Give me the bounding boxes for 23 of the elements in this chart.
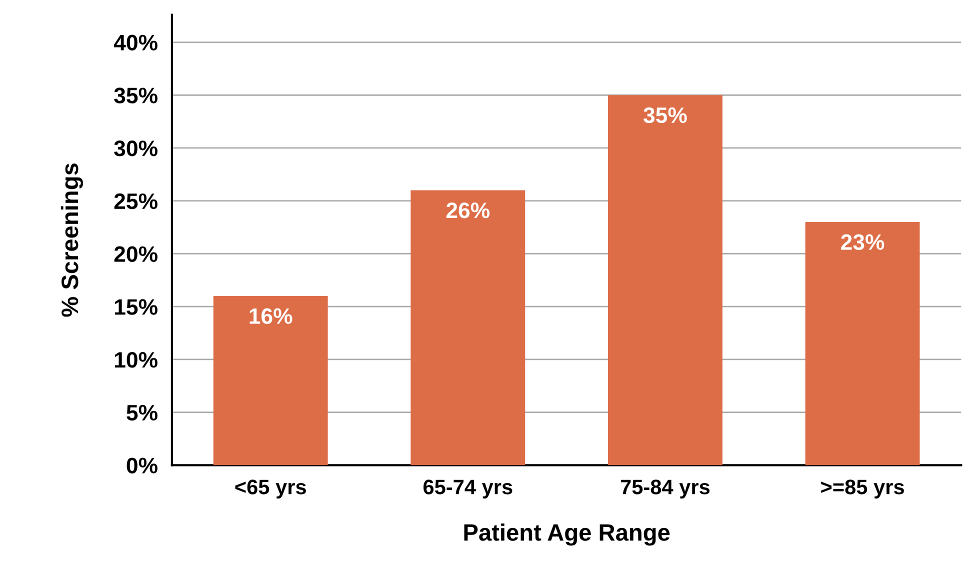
x-tick-label: <65 yrs (235, 480, 306, 498)
y-tick-label: 20% (114, 246, 158, 262)
x-tick-label: 65-74 yrs (423, 480, 512, 498)
y-tick-label: 0% (126, 458, 158, 474)
y-axis-title: % Screenings (60, 164, 84, 317)
y-tick-label: 15% (114, 299, 158, 315)
y-tick-label: 25% (114, 193, 158, 210)
data-label: 26% (446, 202, 490, 218)
data-label: 16% (250, 308, 292, 324)
x-axis-title: Patient Age Range (464, 524, 670, 546)
y-tick-label: 40% (114, 34, 158, 51)
y-tick-label: 5% (126, 404, 158, 421)
x-tick-label: >=85 yrs (821, 480, 904, 498)
y-tick-label: 10% (114, 352, 158, 368)
data-label: 23% (841, 234, 884, 250)
bar (805, 222, 920, 466)
y-tick-label: 35% (114, 88, 158, 104)
bar (608, 95, 722, 466)
bar (410, 190, 526, 466)
data-label: 35% (643, 107, 687, 124)
x-tick-label: 75-84 yrs (620, 480, 710, 498)
bar (213, 296, 328, 466)
y-tick-label: 30% (114, 140, 158, 156)
